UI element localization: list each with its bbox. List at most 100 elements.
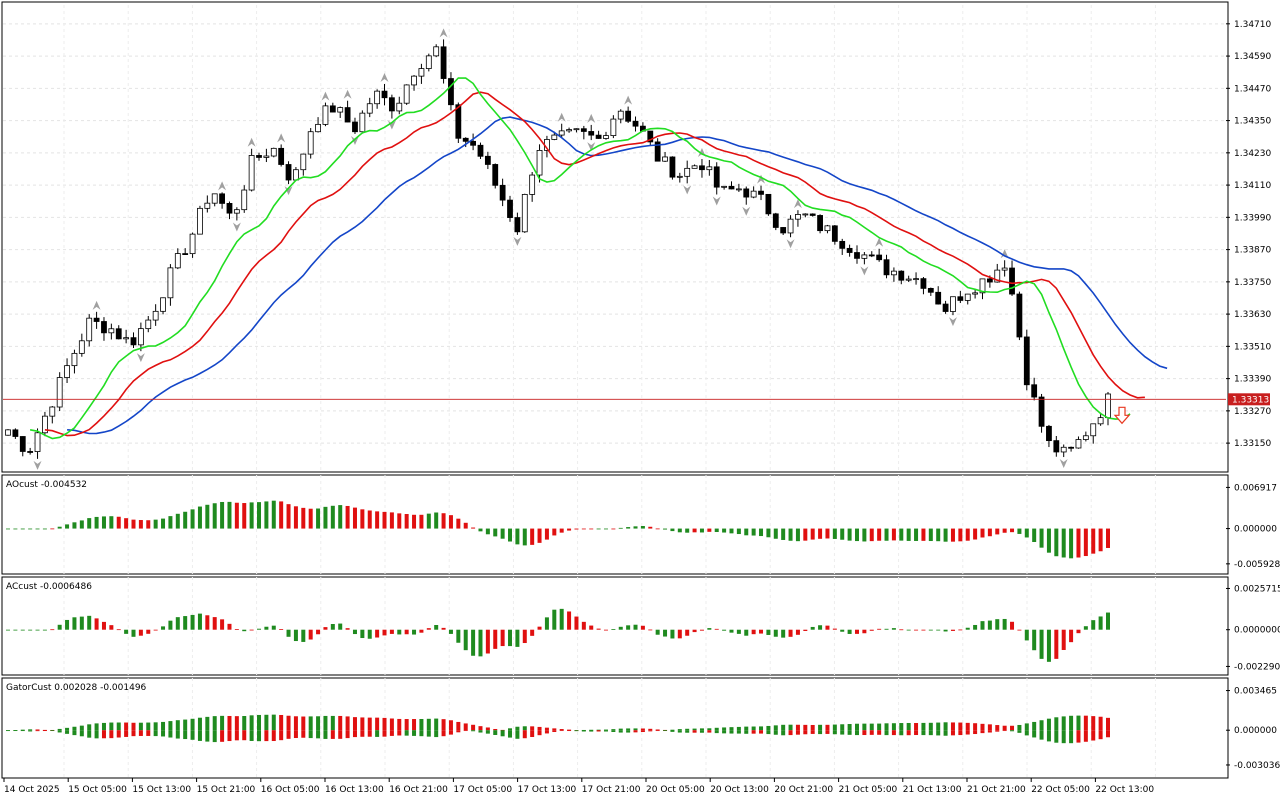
osc-bar <box>190 509 195 529</box>
osc-bar <box>279 730 284 741</box>
osc-bar <box>722 727 727 731</box>
osc-bar <box>877 628 882 630</box>
osc-bar <box>1032 528 1037 543</box>
osc-bar <box>308 730 313 739</box>
osc-bar <box>965 627 970 630</box>
gator-pane-frame <box>1 677 1229 779</box>
fractal-up-icon <box>380 72 389 82</box>
osc-bar <box>264 730 269 742</box>
osc-bar <box>330 505 335 529</box>
osc-bar <box>736 629 741 634</box>
candle-body <box>27 451 34 453</box>
osc-bar <box>611 730 616 732</box>
osc-bar <box>699 728 704 731</box>
osc-bar <box>714 730 719 734</box>
osc-bar <box>987 724 992 731</box>
osc-bar <box>663 528 668 530</box>
candle-body <box>145 319 152 330</box>
fractal-down-icon <box>284 186 293 196</box>
osc-bar <box>751 528 756 536</box>
osc-bar <box>352 629 357 635</box>
osc-bar <box>124 722 129 731</box>
osc-bar <box>1061 730 1066 744</box>
osc-bar <box>426 730 431 737</box>
osc-bar <box>906 730 911 736</box>
candle-body <box>101 321 107 334</box>
candles <box>5 39 1111 459</box>
osc-bar <box>79 616 84 630</box>
osc-bar <box>854 528 859 542</box>
price-tick-label: 1.33870 <box>1234 246 1271 256</box>
fractal-up-icon <box>218 181 227 191</box>
fractal-up-icon <box>557 112 566 122</box>
osc-bar <box>788 629 793 637</box>
osc-bar <box>891 723 896 731</box>
osc-bar <box>832 730 837 735</box>
osc-bar <box>1061 528 1066 558</box>
osc-bar <box>13 730 18 732</box>
osc-bar <box>559 608 564 630</box>
candle-body <box>1075 439 1082 449</box>
candle-body <box>256 155 262 158</box>
osc-bar <box>854 730 859 736</box>
osc-bar <box>94 723 99 731</box>
candle-body <box>699 165 705 171</box>
osc-bar <box>242 716 247 731</box>
candle-body <box>388 97 395 112</box>
candle-body <box>868 254 875 257</box>
osc-bar <box>412 629 417 635</box>
osc-bar <box>72 730 77 736</box>
osc-bar <box>485 528 490 535</box>
osc-bar <box>412 719 417 731</box>
candle-body <box>839 240 846 249</box>
osc-bar <box>626 625 631 630</box>
candle-body <box>499 184 506 201</box>
osc-bar <box>1106 717 1110 731</box>
osc-bar <box>116 516 121 529</box>
osc-bar <box>153 722 158 731</box>
osc-bar <box>65 727 70 731</box>
osc-bar <box>109 722 114 731</box>
fractal-down-icon <box>786 239 795 249</box>
osc-bar <box>1076 528 1081 558</box>
osc-bar <box>596 628 601 630</box>
current-price-label: 1.33313 <box>1232 395 1269 405</box>
candle-body <box>1082 435 1089 440</box>
ac-pane-frame <box>1 576 1229 676</box>
osc-bar <box>448 730 453 735</box>
osc-bar <box>485 727 490 731</box>
osc-bar <box>692 730 697 733</box>
candle-body <box>204 202 211 209</box>
osc-bar <box>316 730 321 739</box>
current-price-line: 1.33313 <box>3 393 1270 425</box>
candle-body <box>167 267 174 299</box>
osc-bar <box>323 715 328 731</box>
osc-bar <box>404 730 409 736</box>
osc-bar <box>884 628 889 630</box>
osc-bar <box>1106 528 1110 548</box>
osc-bar <box>567 729 572 731</box>
osc-bar <box>522 528 527 546</box>
osc-tick-label: 0.0000000 <box>1234 626 1280 636</box>
osc-bar <box>891 730 896 736</box>
osc-bar <box>323 506 328 529</box>
osc-bar <box>389 730 394 736</box>
osc-tick-label: 0.003465 <box>1234 687 1277 697</box>
candle-body <box>396 102 403 112</box>
candle-body <box>211 193 218 204</box>
candle-body <box>86 317 93 342</box>
osc-bar <box>884 730 889 736</box>
osc-bar <box>729 730 734 734</box>
candle-body <box>743 188 750 198</box>
osc-bar <box>751 629 756 635</box>
osc-bar <box>57 728 62 731</box>
fractal-up-icon <box>757 174 766 184</box>
osc-bar <box>936 722 941 731</box>
osc-bar <box>441 627 446 630</box>
candle-body <box>669 156 676 178</box>
osc-bar <box>1098 616 1103 630</box>
osc-bar <box>847 730 852 735</box>
osc-bar <box>131 722 136 731</box>
osc-bar <box>899 629 904 631</box>
osc-bar <box>485 629 490 654</box>
